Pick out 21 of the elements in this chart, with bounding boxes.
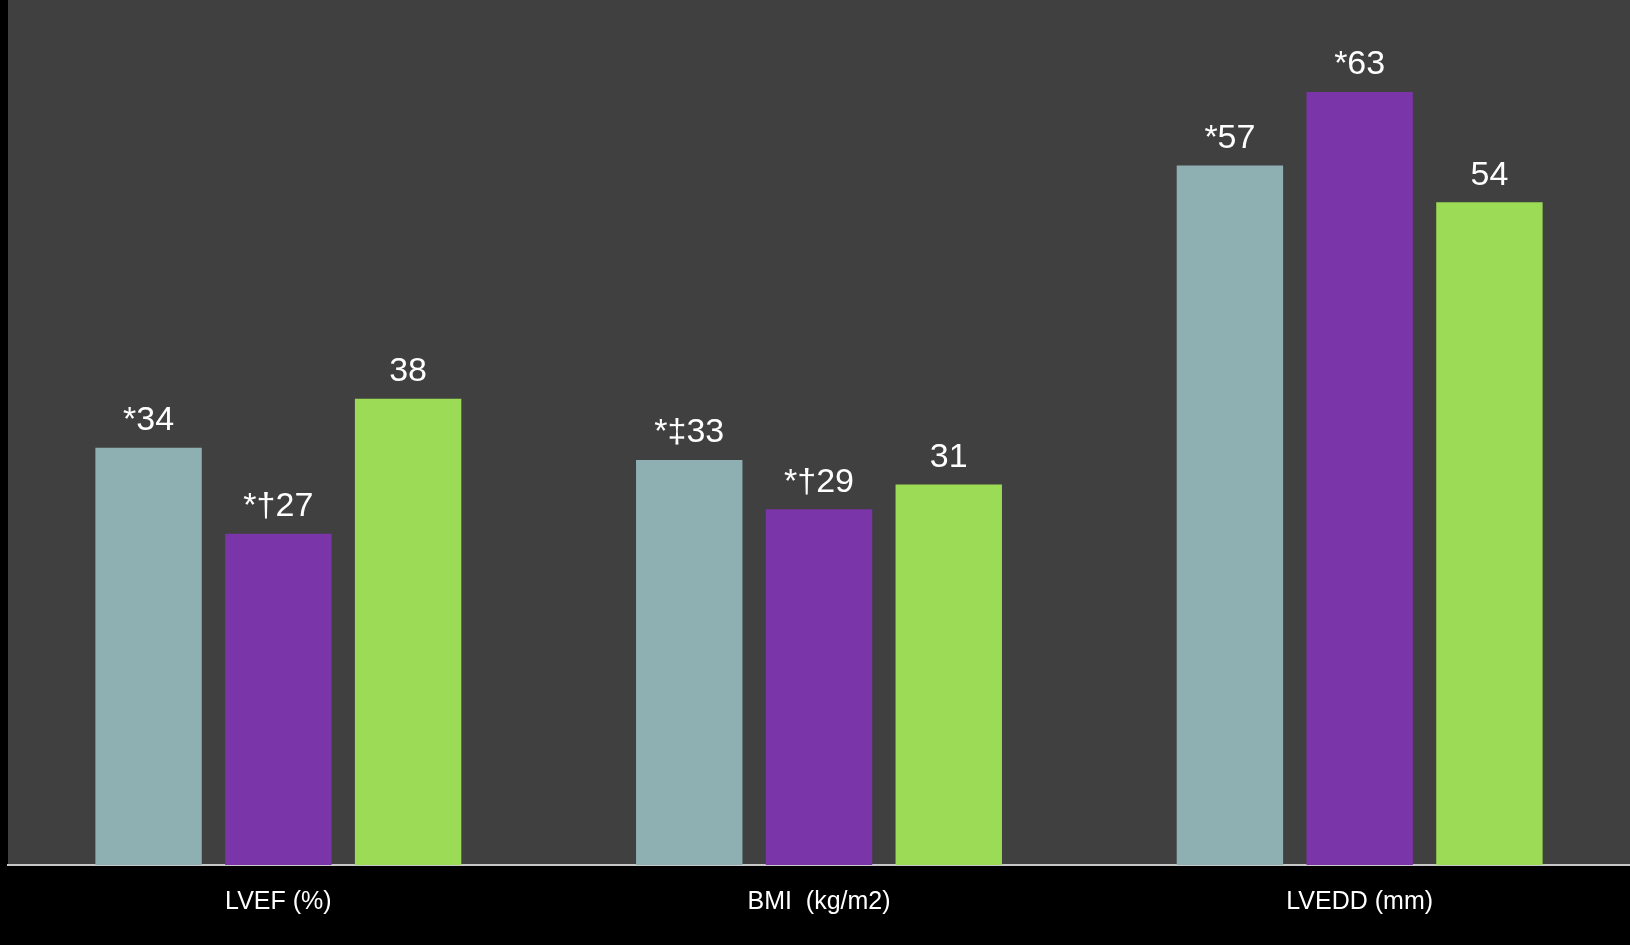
- data-label: *34: [123, 399, 175, 438]
- bar: [354, 398, 462, 865]
- data-label: 54: [1470, 153, 1509, 192]
- bar: [1306, 91, 1413, 865]
- data-label: *†27: [243, 485, 314, 524]
- data-label: *†29: [784, 460, 854, 499]
- data-label: *63: [1334, 43, 1386, 82]
- data-label: 31: [929, 435, 968, 474]
- data-label: 38: [389, 350, 428, 389]
- bar: [895, 484, 1002, 865]
- bar: [1436, 202, 1543, 865]
- data-label: *‡33: [654, 411, 725, 450]
- data-label: *57: [1204, 116, 1256, 155]
- bar: [1176, 165, 1284, 865]
- bar: [636, 460, 743, 865]
- bar: [765, 509, 873, 865]
- bar: [95, 447, 202, 865]
- bar: [225, 533, 332, 865]
- x-tick-label: LVEF (%): [225, 885, 332, 914]
- x-tick-label: BMI (kg/m2): [747, 885, 891, 914]
- x-tick-label: LVEDD (mm): [1286, 885, 1434, 914]
